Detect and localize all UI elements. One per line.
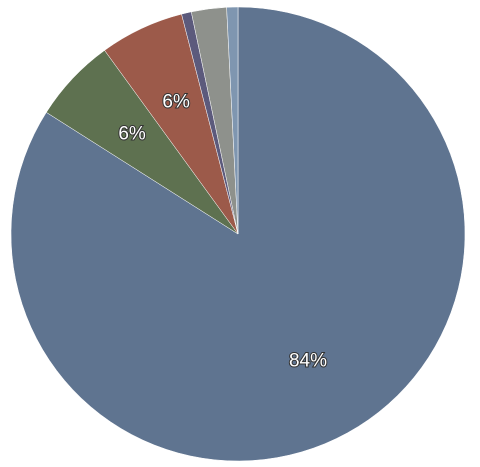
slice-label: 6% (162, 92, 190, 113)
slice-label: 84% (289, 350, 327, 371)
slice-label: 6% (118, 124, 146, 145)
pie-slice (226, 6, 239, 235)
